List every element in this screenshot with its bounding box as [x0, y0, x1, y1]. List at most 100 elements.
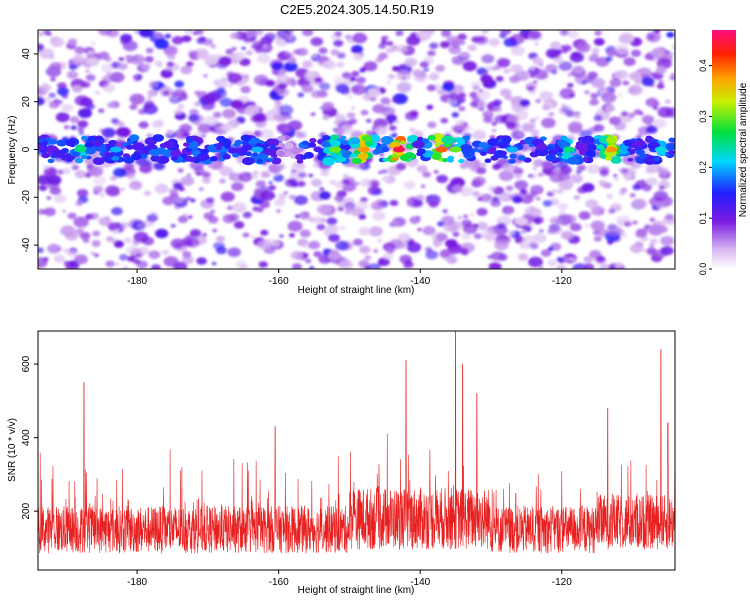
noise-blob — [599, 170, 609, 177]
noise-blob — [396, 82, 412, 93]
noise-blob — [498, 170, 514, 182]
noise-blob — [407, 160, 418, 168]
noise-blob — [74, 46, 85, 54]
noise-blob — [211, 262, 217, 266]
noise-blob — [102, 83, 116, 93]
band-blob — [341, 140, 349, 146]
noise-blob — [221, 123, 233, 132]
noise-blob — [254, 47, 261, 52]
noise-blob — [621, 111, 629, 117]
noise-blob — [289, 194, 296, 200]
noise-blob — [46, 174, 62, 186]
band-blob — [242, 157, 255, 166]
noise-blob — [467, 44, 478, 52]
band-blob — [556, 152, 563, 157]
band-blob — [498, 150, 507, 157]
band-blob — [357, 152, 369, 160]
noise-blob — [601, 92, 617, 103]
noise-blob — [233, 221, 245, 229]
noise-blob — [609, 78, 622, 87]
noise-blob — [40, 84, 52, 92]
noise-blob — [396, 44, 408, 54]
band-blob — [284, 142, 294, 149]
noise-blob — [285, 34, 294, 40]
noise-blob — [451, 112, 459, 118]
noise-blob — [196, 172, 202, 176]
noise-blob — [154, 38, 169, 50]
noise-blob — [412, 199, 424, 208]
noise-blob — [348, 118, 358, 125]
band-blob — [233, 148, 243, 155]
noise-blob — [581, 182, 595, 193]
noise-blob — [179, 123, 192, 133]
noise-blob — [132, 239, 141, 246]
noise-blob — [530, 129, 540, 136]
band-blob — [442, 158, 449, 163]
noise-blob — [461, 232, 471, 240]
noise-blob — [515, 216, 528, 226]
noise-blob — [61, 103, 74, 113]
noise-blob — [433, 170, 439, 174]
band-blob — [484, 158, 492, 163]
noise-blob — [122, 40, 138, 52]
noise-blob — [530, 185, 544, 195]
noise-blob — [614, 177, 619, 182]
noise-blob — [398, 242, 408, 250]
noise-blob — [619, 190, 626, 196]
noise-blob — [181, 255, 194, 265]
noise-blob — [87, 50, 94, 56]
noise-blob — [276, 163, 286, 170]
noise-blob — [257, 239, 272, 250]
noise-blob — [274, 100, 282, 105]
noise-blob — [499, 88, 512, 97]
noise-blob — [517, 253, 529, 261]
noise-blob — [409, 110, 419, 117]
noise-blob — [336, 61, 345, 68]
noise-blob — [492, 163, 501, 170]
noise-blob — [113, 167, 127, 178]
noise-blob — [510, 45, 525, 56]
noise-blob — [344, 202, 356, 211]
noise-blob — [265, 79, 276, 87]
noise-blob — [542, 104, 551, 111]
noise-blob — [584, 223, 591, 228]
noise-blob — [503, 164, 515, 173]
noise-blob — [290, 82, 297, 87]
band-blob — [361, 135, 372, 142]
noise-blob — [392, 66, 400, 72]
band-blob — [634, 139, 646, 148]
noise-blob — [614, 44, 630, 55]
noise-blob — [231, 46, 238, 51]
noise-blob — [660, 246, 674, 256]
heatmap-y-axis: -40 -20 0 20 40 — [21, 48, 38, 252]
noise-blob — [257, 42, 273, 54]
noise-blob — [344, 209, 351, 215]
noise-blob — [93, 175, 107, 186]
noise-blob — [598, 179, 606, 185]
noise-blob — [339, 225, 346, 231]
band-blob — [216, 142, 224, 148]
noise-blob — [78, 108, 92, 119]
noise-blob — [598, 210, 604, 215]
noise-blob — [98, 216, 112, 227]
noise-blob — [549, 171, 565, 183]
band-blob — [434, 143, 441, 148]
noise-blob — [385, 114, 398, 123]
noise-blob — [440, 117, 449, 124]
noise-blob — [38, 97, 45, 106]
noise-blob — [349, 208, 361, 217]
noise-blob — [154, 32, 163, 39]
noise-blob — [499, 33, 507, 39]
noise-blob — [115, 126, 131, 138]
noise-blob — [492, 99, 502, 106]
noise-blob — [297, 131, 308, 139]
band-blob — [586, 144, 597, 151]
band-blob — [240, 134, 252, 142]
noise-blob — [495, 191, 501, 195]
noise-blob — [123, 266, 128, 269]
noise-blob — [528, 30, 542, 40]
noise-blob — [505, 185, 514, 191]
noise-blob — [493, 105, 503, 113]
noise-blob — [241, 46, 246, 50]
band-blob — [523, 157, 532, 163]
